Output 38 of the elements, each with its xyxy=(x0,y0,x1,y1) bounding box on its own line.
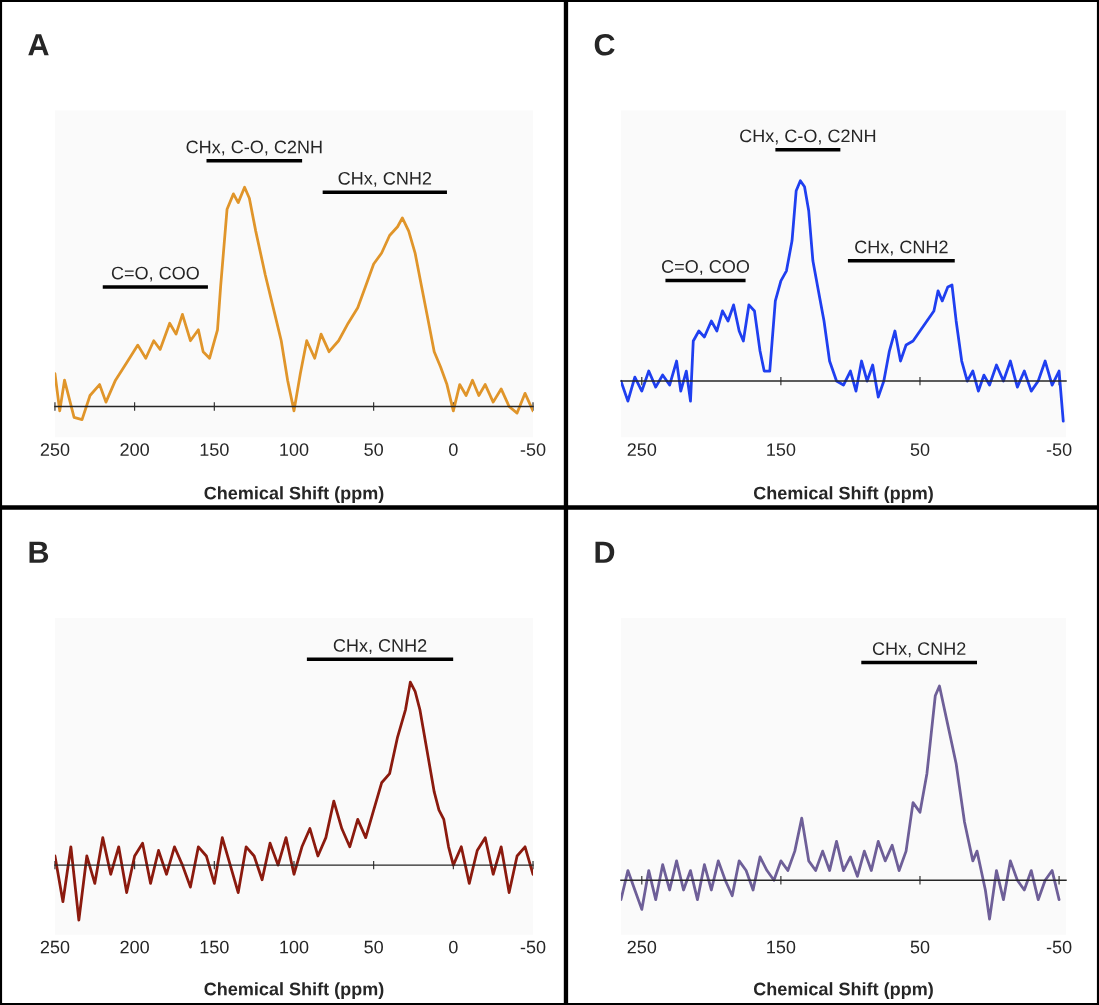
annotation: CHx, CNH2 xyxy=(855,240,948,256)
text: CHx, CNH2 xyxy=(338,171,432,187)
x-tick-label: 250 xyxy=(627,940,657,954)
x-tick-label: 250 xyxy=(40,443,70,456)
text: CHx, CNH2 xyxy=(872,642,966,658)
chart-title: D xyxy=(595,541,615,563)
x-axis-title: Chemical Shift (ppm) xyxy=(753,486,933,503)
x-tick-label: -50 xyxy=(520,443,546,456)
x-axis-title: Chemical Shift (ppm) xyxy=(753,982,933,999)
x-tick-label: 200 xyxy=(120,443,149,456)
x-tick-label: 250 xyxy=(40,940,70,954)
x-tick-label: 150 xyxy=(767,940,796,954)
x-tick-label: 50 xyxy=(910,443,930,456)
x-tick-label: -50 xyxy=(1046,443,1072,456)
chart-title: C xyxy=(594,33,615,56)
chart-title: A xyxy=(28,34,49,56)
text: CHx, C-O, C2NH xyxy=(740,129,876,145)
annotation: C=O, COO xyxy=(662,260,750,276)
text: CHx, C-O, C2NH xyxy=(186,140,322,156)
x-axis-title: Chemical Shift (ppm) xyxy=(204,982,384,999)
x-tick-label: 250 xyxy=(627,443,657,456)
x-tick-label: 100 xyxy=(280,940,309,954)
x-tick-label: 0 xyxy=(449,940,458,954)
x-tick-label: 100 xyxy=(280,443,309,456)
chart-title: B xyxy=(29,541,49,563)
text: CHx, CNH2 xyxy=(333,639,427,654)
x-tick-label: -50 xyxy=(1046,940,1072,954)
x-tick-label: 50 xyxy=(364,443,383,456)
x-tick-label: 200 xyxy=(120,940,149,954)
x-tick-label: 0 xyxy=(449,443,458,456)
x-tick-label: 50 xyxy=(364,940,383,954)
x-tick-label: -50 xyxy=(520,940,546,954)
x-tick-label: 50 xyxy=(910,940,930,954)
x-tick-label: 150 xyxy=(767,443,796,456)
x-tick-label: 150 xyxy=(200,443,229,456)
annotation: C=O, COO xyxy=(111,266,199,282)
x-axis-title: Chemical Shift (ppm) xyxy=(204,486,384,503)
x-tick-label: 150 xyxy=(200,940,229,954)
